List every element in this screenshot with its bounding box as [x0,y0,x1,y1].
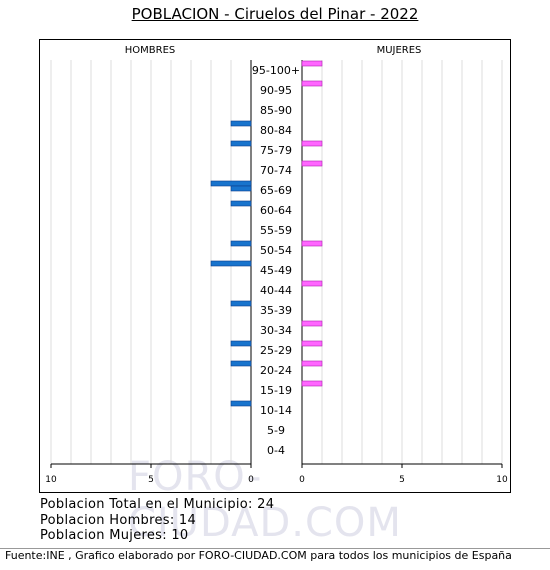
bar-mujeres [301,280,323,287]
age-group-label: 0-4 [267,444,285,457]
age-group-label: 50-54 [260,244,292,257]
source-text: Fuente:INE , Grafico elaborado por FORO-… [5,549,512,562]
bar-hombres [230,240,252,247]
age-group-label: 5-9 [267,424,285,437]
age-group-label: 75-79 [260,144,292,157]
bar-mujeres [301,60,323,67]
total-population: Poblacion Total en el Municipio: 24 [40,497,275,512]
age-group-label: 90-95 [260,84,292,97]
bar-hombres [230,300,252,307]
bar-mujeres [301,240,323,247]
tick-label-hombres: 0 [248,475,254,485]
age-group-label: 70-74 [260,164,292,177]
source-footer: Fuente:INE , Grafico elaborado por FORO-… [0,548,550,570]
bar-hombres [230,200,252,207]
tick-label-mujeres: 0 [299,475,305,485]
chart-title: POBLACION - Ciruelos del Pinar - 2022 [131,5,419,23]
bar-hombres [230,340,252,347]
tick-label-hombres: 5 [148,475,154,485]
age-group-label: 30-34 [260,324,292,337]
age-group-label: 45-49 [260,264,292,277]
bar-hombres [230,140,252,147]
bar-mujeres [301,140,323,147]
bar-mujeres [301,80,323,87]
bar-mujeres [301,320,323,327]
male-population: Poblacion Hombres: 14 [40,513,197,528]
bar-mujeres [301,340,323,347]
age-group-label: 20-24 [260,364,292,377]
bar-hombres [230,360,252,367]
age-group-label: 15-19 [260,384,292,397]
bar-mujeres [301,160,323,167]
age-group-label: 85-90 [260,104,292,117]
hombres-panel-label: HOMBRES [125,45,176,56]
age-group-label: 80-84 [260,124,292,137]
age-group-label: 60-64 [260,204,292,217]
bar-hombres [210,180,252,187]
bar-hombres [210,260,252,267]
tick-label-mujeres: 5 [399,475,405,485]
bar-hombres [230,185,252,192]
age-group-label: 95-100+ [252,64,300,77]
watermark: FORO-CIUDAD.COM [128,454,402,546]
mujeres-panel-label: MUJERES [377,45,422,56]
age-group-label: 40-44 [260,284,292,297]
tick-label-mujeres: 10 [496,475,508,485]
age-group-label: 25-29 [260,344,292,357]
pyramid-plot-frame: FORO-CIUDAD.COM HOMBRES MUJERES 10 5 0 0 5 10 95… [39,39,511,546]
population-pyramid-chart: HOMBRES MUJERES 10 5 0 0 5 10 95-100+ 90-95 85-90 8… [45,45,508,485]
tick-label-hombres: 10 [45,475,57,485]
age-group-label: 10-14 [260,404,292,417]
bar-mujeres [301,380,323,387]
age-group-label: 65-69 [260,184,292,197]
bar-hombres [230,120,252,127]
bar-mujeres [301,360,323,367]
age-group-label: 35-39 [260,304,292,317]
female-population: Poblacion Mujeres: 10 [40,528,189,543]
bar-hombres [230,400,252,407]
age-group-label: 55-59 [260,224,292,237]
